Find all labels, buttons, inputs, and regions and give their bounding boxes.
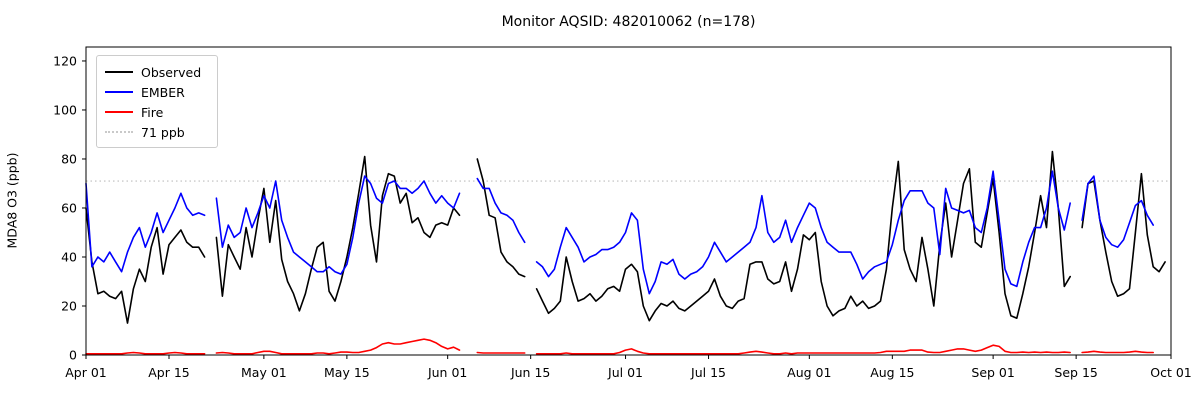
y-axis-label: MDA8 O3 (ppb) [4,152,20,249]
x-tick-label: May 01 [241,365,287,380]
legend-label: EMBER [141,84,185,100]
legend-label: Fire [141,104,164,120]
legend-line-sample [105,131,133,133]
x-tick-label: Sep 01 [971,365,1014,380]
chart-title: Monitor AQSID: 482010062 (n=178) [501,14,756,30]
plot-border [85,46,1172,356]
legend-line-sample [105,111,133,113]
legend-item-fire: Fire [105,102,209,122]
y-tick-label: 40 [61,249,77,264]
y-tick-label: 80 [61,151,77,166]
x-tick-label: Sep 15 [1054,365,1097,380]
legend-label: Observed [141,64,202,80]
legend-box: Observed EMBER Fire 71 ppb [96,55,218,148]
y-tick-label: 100 [53,102,77,117]
fire-line [85,338,1154,355]
legend-line-sample [105,91,133,93]
x-tick-label: May 15 [324,365,370,380]
x-tick-label: Aug 15 [870,365,914,380]
legend-item-observed: Observed [105,62,209,82]
y-tick-label: 20 [61,298,77,313]
legend-line-sample [105,71,133,73]
x-tick-label: Apr 01 [65,365,107,380]
legend-label: 71 ppb [141,124,185,140]
x-tick-label: Jul 15 [690,365,726,380]
observed-line [85,150,1166,324]
x-tick-label: Jul 01 [607,365,643,380]
y-tick-label: 0 [69,348,77,363]
x-tick-label: Jun 01 [427,365,467,380]
x-tick-label: Aug 01 [787,365,831,380]
x-tick-label: Jun 15 [510,365,550,380]
ember-line [85,170,1154,295]
y-tick-label: 120 [53,53,77,68]
legend-item-71-ppb: 71 ppb [105,122,209,142]
legend-item-ember: EMBER [105,82,209,102]
x-tick-label: Apr 15 [148,365,190,380]
x-tick-label: Oct 01 [1150,365,1192,380]
y-tick-label: 60 [61,200,77,215]
